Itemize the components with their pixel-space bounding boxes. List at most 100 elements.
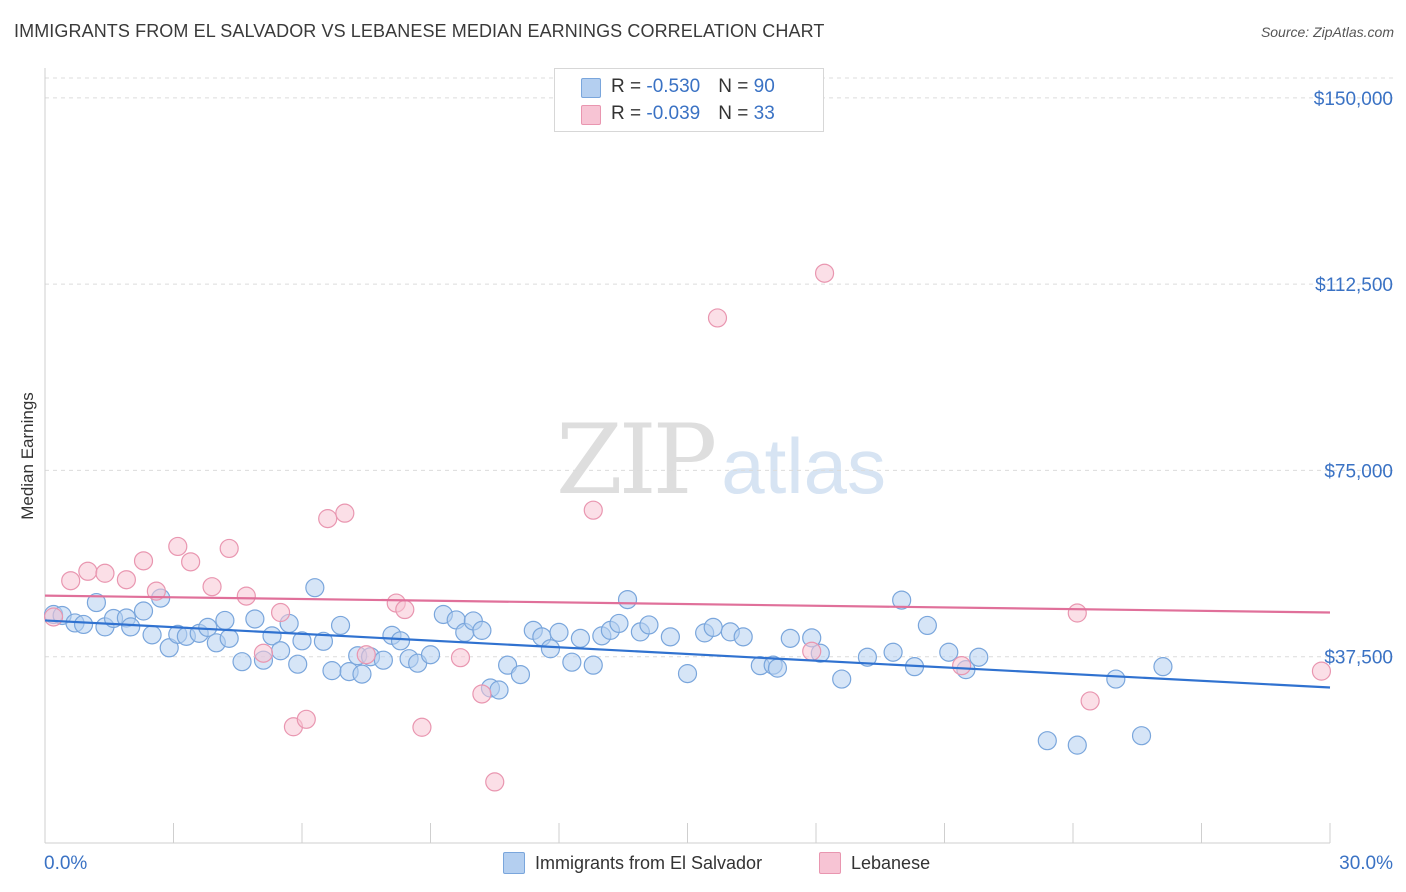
- point-el-salvador: [121, 617, 141, 637]
- point-el-salvador: [917, 615, 937, 636]
- y-tick-label: $150,000: [1314, 89, 1393, 110]
- point-el-salvador: [313, 631, 334, 651]
- point-el-salvador: [733, 627, 753, 647]
- point-lebanese: [952, 656, 972, 676]
- point-lebanese: [116, 570, 136, 590]
- point-lebanese: [1080, 691, 1100, 711]
- point-lebanese: [485, 772, 505, 792]
- point-lebanese: [814, 263, 835, 283]
- legend-r-label-2: R =: [611, 103, 647, 124]
- point-el-salvador: [549, 622, 569, 642]
- point-el-salvador: [1153, 657, 1173, 677]
- point-el-salvador: [288, 654, 308, 674]
- point-lebanese: [181, 552, 201, 572]
- point-lebanese: [95, 563, 115, 583]
- point-el-salvador: [939, 642, 959, 662]
- point-el-salvador: [703, 617, 723, 638]
- point-lebanese: [296, 709, 316, 729]
- legend-r-value-1: -0.530: [646, 76, 701, 97]
- point-el-salvador: [159, 638, 179, 658]
- point-el-salvador: [583, 655, 603, 675]
- point-el-salvador: [780, 628, 800, 648]
- legend-r-value-2: -0.039: [646, 103, 701, 124]
- legend-r-label-1: R =: [611, 76, 647, 97]
- point-lebanese: [802, 641, 822, 661]
- bottom-legend-swatch-blue: [503, 852, 525, 874]
- point-el-salvador: [1067, 735, 1087, 755]
- point-lebanese: [236, 586, 256, 606]
- point-lebanese: [146, 581, 166, 601]
- point-el-salvador: [292, 631, 312, 651]
- point-el-salvador: [142, 625, 162, 645]
- point-el-salvador: [215, 610, 235, 631]
- point-lebanese: [202, 577, 222, 597]
- point-el-salvador: [1037, 731, 1057, 751]
- point-el-salvador: [510, 665, 531, 685]
- correlation-legend: R = -0.530 N = 90 R = -0.039 N = 33: [554, 68, 824, 132]
- point-lebanese: [43, 607, 64, 627]
- point-el-salvador: [489, 680, 509, 700]
- legend-n-label-2: N =: [718, 103, 754, 124]
- point-el-salvador: [305, 578, 325, 598]
- x-tick-label-min: 0.0%: [44, 853, 87, 874]
- legend-swatch-pink: [581, 105, 601, 125]
- point-el-salvador: [498, 655, 518, 675]
- point-lebanese: [1067, 603, 1087, 623]
- point-el-salvador: [73, 614, 94, 635]
- legend-n-value-2: 33: [753, 103, 775, 124]
- point-lebanese: [318, 509, 338, 529]
- point-el-salvador: [660, 627, 680, 647]
- watermark-atlas: atlas: [721, 422, 886, 510]
- point-el-salvador: [677, 664, 698, 684]
- x-tick-label-max: 30.0%: [1339, 853, 1393, 874]
- point-el-salvador: [570, 628, 591, 648]
- point-el-salvador: [883, 642, 903, 662]
- point-lebanese: [78, 561, 98, 581]
- point-el-salvador: [133, 601, 154, 621]
- point-lebanese: [583, 500, 603, 520]
- point-el-salvador: [562, 652, 582, 672]
- point-el-salvador: [892, 590, 912, 610]
- point-el-salvador: [857, 647, 878, 667]
- point-el-salvador: [1131, 726, 1152, 746]
- point-lebanese: [253, 643, 274, 663]
- point-el-salvador: [373, 650, 393, 670]
- bottom-legend-label-lebanese: Lebanese: [851, 853, 931, 873]
- point-el-salvador: [86, 592, 107, 613]
- point-lebanese: [219, 538, 239, 559]
- point-lebanese: [412, 717, 432, 737]
- y-tick-label: $75,000: [1324, 461, 1393, 482]
- point-el-salvador: [330, 615, 351, 636]
- point-el-salvador: [609, 613, 629, 634]
- point-lebanese: [472, 684, 492, 704]
- bottom-legend-label-el-salvador: Immigrants from El Salvador: [535, 853, 763, 873]
- trend-line-lebanese: [44, 594, 1331, 614]
- source-credit: Source: ZipAtlas.com: [1260, 24, 1394, 40]
- point-lebanese: [707, 308, 728, 328]
- y-tick-label: $112,500: [1315, 275, 1393, 296]
- chart-title: IMMIGRANTS FROM EL SALVADOR VS LEBANESE …: [14, 21, 825, 41]
- bottom-legend-swatch-pink: [819, 852, 841, 874]
- point-el-salvador: [390, 631, 411, 651]
- point-el-salvador: [420, 645, 441, 665]
- trend-line-el-salvador: [44, 619, 1331, 689]
- y-tick-label: $37,500: [1324, 648, 1393, 669]
- watermark-zip: ZIP: [556, 404, 717, 516]
- point-el-salvador: [232, 652, 252, 672]
- point-el-salvador: [617, 589, 638, 610]
- point-el-salvador: [639, 615, 659, 635]
- point-lebanese: [450, 648, 471, 668]
- point-lebanese: [335, 503, 355, 523]
- point-lebanese: [1311, 661, 1332, 681]
- point-lebanese: [133, 551, 154, 571]
- point-lebanese: [270, 602, 291, 623]
- point-el-salvador: [832, 669, 852, 689]
- point-el-salvador: [472, 620, 492, 640]
- legend-swatch-blue: [581, 78, 601, 98]
- legend-n-label-1: N =: [718, 76, 754, 97]
- point-el-salvador: [540, 639, 561, 659]
- point-el-salvador: [1106, 669, 1126, 689]
- point-el-salvador: [270, 641, 291, 661]
- point-lebanese: [61, 571, 81, 591]
